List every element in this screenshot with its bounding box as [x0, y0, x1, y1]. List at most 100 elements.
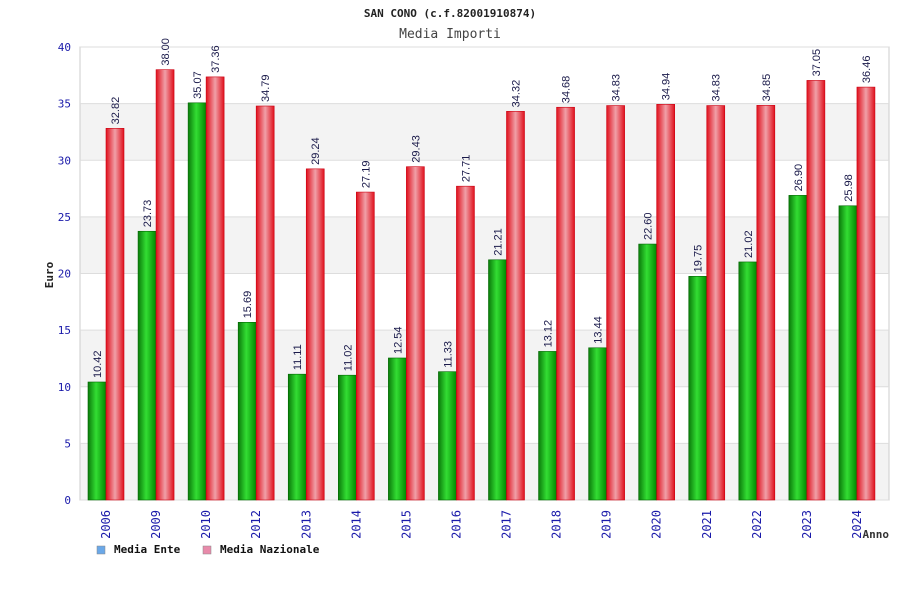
y-tick-label: 15 — [58, 324, 71, 337]
x-tick-label: 2010 — [199, 510, 213, 539]
data-label: 29.43 — [410, 135, 422, 163]
x-tick-label: 2016 — [449, 510, 463, 539]
bar-media-nazionale — [105, 128, 125, 501]
bar-media-nazionale — [856, 86, 876, 501]
x-tick-label: 2014 — [349, 510, 363, 539]
legend-swatch — [96, 545, 106, 555]
data-label: 34.68 — [561, 76, 573, 104]
x-tick-label: 2018 — [550, 510, 564, 539]
y-tick-label: 5 — [64, 437, 71, 450]
x-tick-label: 2022 — [750, 510, 764, 539]
data-label: 38.00 — [160, 38, 172, 66]
x-axis-label: Anno — [863, 528, 890, 541]
x-tick-label: 2019 — [600, 510, 614, 539]
bars — [87, 69, 876, 501]
data-label: 22.60 — [643, 213, 655, 241]
legend-swatch — [202, 545, 212, 555]
data-label: 36.46 — [861, 56, 873, 84]
data-label: 13.44 — [593, 316, 605, 344]
legend: Media Ente Media Nazionale — [96, 543, 320, 556]
x-tick-label: 2006 — [99, 510, 113, 539]
x-tick-label: 2015 — [399, 510, 413, 539]
data-label: 10.42 — [92, 350, 104, 378]
data-label: 21.02 — [743, 230, 755, 258]
data-label: 37.36 — [210, 45, 222, 73]
y-tick-label: 25 — [58, 211, 71, 224]
bar-media-ente — [588, 347, 607, 501]
data-label: 34.85 — [761, 74, 773, 102]
bar-media-ente — [788, 195, 808, 501]
data-label: 11.11 — [292, 344, 304, 370]
data-label: 13.12 — [543, 320, 555, 348]
x-tick-label: 2009 — [149, 510, 163, 539]
bar-media-nazionale — [406, 166, 425, 501]
data-label: 15.69 — [242, 291, 254, 319]
x-tick-label: 2024 — [850, 510, 864, 539]
legend-label: Media Nazionale — [220, 543, 320, 556]
data-label: 27.71 — [460, 155, 472, 183]
bar-media-nazionale — [606, 105, 625, 501]
bar-media-ente — [438, 371, 457, 501]
bar-media-ente — [688, 276, 708, 501]
bar-media-nazionale — [756, 105, 776, 501]
y-tick-label: 0 — [64, 494, 71, 507]
data-label: 32.82 — [110, 97, 122, 125]
bar-media-ente — [287, 373, 307, 501]
bar-media-nazionale — [205, 76, 225, 501]
bar-media-nazionale — [155, 69, 175, 501]
x-axis: 2006 2009 2010 2012 2013 2014 2015 2016 2017 2018… — [99, 510, 864, 539]
data-label: 21.21 — [493, 228, 505, 256]
y-axis-label: Euro — [43, 261, 56, 288]
bar-media-ente — [237, 322, 257, 501]
data-label: 35.07 — [192, 71, 204, 99]
data-label: 34.94 — [661, 73, 673, 101]
chart-subtitle: Media Importi — [399, 27, 501, 42]
bar-media-ente — [488, 259, 507, 501]
data-labels: 10.42 32.82 23.73 38.00 35.07 37.36 15.69 34.79… — [92, 38, 873, 378]
bar-media-ente — [538, 351, 557, 501]
bar-media-nazionale — [656, 104, 675, 501]
data-label: 11.33 — [442, 341, 454, 368]
bar-media-nazionale — [556, 106, 575, 501]
y-tick-label: 20 — [58, 268, 71, 281]
data-label: 25.98 — [843, 174, 855, 202]
bar-media-ente — [338, 374, 357, 501]
bar-media-nazionale — [356, 191, 375, 501]
bar-media-nazionale — [806, 80, 826, 501]
x-tick-label: 2023 — [800, 510, 814, 539]
bar-media-ente — [187, 102, 207, 501]
bar-media-ente — [388, 357, 407, 501]
bar-media-ente — [137, 230, 157, 501]
data-label: 23.73 — [142, 200, 154, 228]
y-tick-label: 30 — [58, 154, 71, 167]
y-tick-label: 40 — [58, 41, 71, 54]
bar-media-nazionale — [305, 168, 325, 501]
bar-media-ente — [738, 261, 758, 501]
bar-media-ente — [638, 243, 657, 501]
data-label: 34.79 — [260, 74, 272, 102]
bar-media-nazionale — [706, 105, 726, 501]
bar-media-nazionale — [506, 111, 525, 501]
y-tick-label: 35 — [58, 98, 71, 111]
data-label: 34.83 — [611, 74, 623, 102]
chart-title: SAN CONO (c.f.82001910874) — [364, 7, 536, 20]
x-tick-label: 2012 — [249, 510, 263, 539]
data-label: 37.05 — [811, 49, 823, 77]
x-tick-label: 2021 — [700, 510, 714, 539]
bar-media-ente — [838, 205, 858, 501]
x-tick-label: 2017 — [500, 510, 514, 539]
bar-media-ente — [87, 381, 107, 501]
data-label: 34.83 — [711, 74, 723, 102]
data-label: 12.54 — [392, 326, 404, 354]
y-axis: 0 5 10 15 20 25 30 35 40 — [58, 41, 71, 507]
legend-label: Media Ente — [114, 543, 181, 556]
data-label: 26.90 — [793, 164, 805, 192]
bar-media-nazionale — [255, 105, 275, 501]
y-tick-label: 10 — [58, 381, 71, 394]
data-label: 29.24 — [310, 137, 322, 165]
data-label: 11.02 — [342, 344, 354, 371]
bar-media-nazionale — [456, 185, 475, 501]
data-label: 34.32 — [511, 80, 523, 108]
